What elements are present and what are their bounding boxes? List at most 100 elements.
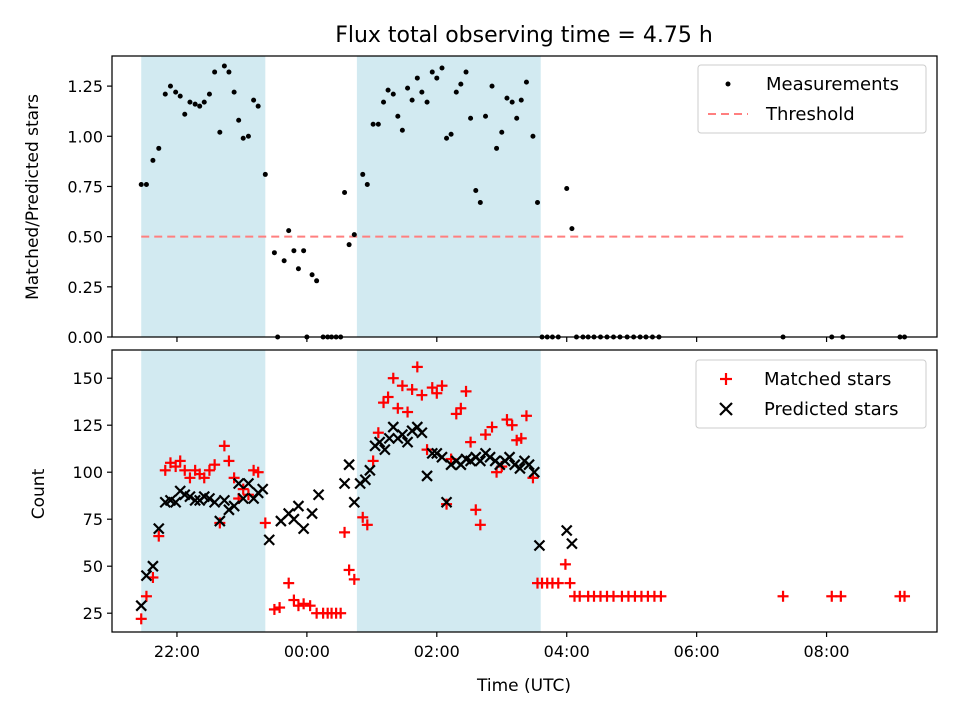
predicted-point bbox=[312, 488, 325, 501]
predicted-point bbox=[189, 494, 201, 507]
measurement-point bbox=[429, 69, 435, 75]
predicted-point bbox=[364, 464, 376, 477]
measurement-point bbox=[206, 91, 212, 97]
measurement-point bbox=[342, 189, 348, 195]
matched-point bbox=[268, 603, 280, 615]
matched-point bbox=[777, 590, 789, 602]
measurement-point bbox=[143, 181, 149, 187]
measurement-point bbox=[448, 131, 454, 137]
matched-point bbox=[179, 464, 191, 476]
y-tick-label: 0.25 bbox=[67, 278, 103, 297]
predicted-point bbox=[214, 515, 226, 527]
top-legend: Measurements Threshold bbox=[697, 64, 927, 134]
measurement-point bbox=[301, 248, 307, 254]
measurement-point bbox=[530, 133, 536, 139]
measurement-point bbox=[162, 91, 168, 97]
matched-point bbox=[357, 511, 369, 523]
measurement-point bbox=[226, 69, 232, 75]
matched-point bbox=[288, 594, 300, 606]
y-tick-label: 1.25 bbox=[67, 77, 103, 96]
y-tick-label: 100 bbox=[72, 463, 103, 482]
predicted-point bbox=[348, 496, 361, 509]
predicted-point bbox=[263, 534, 275, 546]
matched-point bbox=[228, 472, 240, 484]
measurement-point bbox=[240, 135, 246, 141]
bottom-legend-frame bbox=[695, 359, 927, 429]
measurement-point bbox=[364, 181, 370, 187]
legend-predicted-marker bbox=[719, 402, 733, 416]
bottom-y-axis-label: Count bbox=[29, 468, 49, 519]
predicted-point bbox=[421, 470, 433, 482]
measurement-point bbox=[434, 75, 440, 81]
matched-point bbox=[506, 419, 518, 431]
top-legend-frame bbox=[697, 64, 927, 134]
matched-point bbox=[465, 436, 477, 448]
y-tick-label: 75 bbox=[83, 510, 103, 529]
matched-point bbox=[835, 590, 847, 602]
y-tick-label: 0.75 bbox=[67, 177, 103, 196]
matched-point bbox=[304, 600, 316, 612]
predicted-point bbox=[474, 455, 487, 467]
measurement-point bbox=[483, 113, 489, 119]
predicted-point bbox=[208, 496, 221, 509]
matched-point bbox=[237, 483, 249, 495]
y-tick-label: 0.00 bbox=[67, 328, 103, 347]
predicted-point bbox=[218, 494, 231, 507]
legend-measurements-label: Measurements bbox=[766, 74, 899, 95]
legend-measurement-dot bbox=[725, 81, 731, 87]
matched-point bbox=[198, 472, 210, 484]
x-axis-label: Time (UTC) bbox=[476, 676, 571, 696]
measurement-point bbox=[150, 157, 156, 163]
y-tick-label: 50 bbox=[83, 557, 103, 576]
predicted-point bbox=[338, 477, 351, 490]
x-tick-label: 02:00 bbox=[414, 642, 460, 661]
measurement-point bbox=[509, 99, 515, 105]
measurement-point bbox=[314, 278, 320, 284]
matched-point bbox=[392, 402, 404, 414]
measurement-point bbox=[494, 145, 500, 151]
predicted-point bbox=[387, 421, 400, 433]
measurement-point bbox=[212, 69, 218, 75]
matched-point bbox=[396, 380, 408, 392]
measurement-point bbox=[262, 171, 268, 177]
matched-point bbox=[402, 406, 414, 418]
y-tick-label: 1.00 bbox=[67, 127, 103, 146]
top-shaded-bands bbox=[141, 56, 541, 337]
measurement-point bbox=[182, 111, 188, 117]
shaded-band bbox=[356, 350, 541, 632]
shaded-band bbox=[141, 350, 266, 632]
predicted-point bbox=[396, 428, 409, 441]
matched-point bbox=[426, 382, 438, 394]
x-tick-label: 22:00 bbox=[154, 642, 200, 661]
measurement-point bbox=[187, 99, 193, 105]
predicted-point bbox=[292, 500, 305, 512]
measurement-point bbox=[138, 181, 144, 187]
matched-point bbox=[218, 440, 230, 452]
predicted-point bbox=[288, 513, 300, 525]
predicted-point bbox=[228, 500, 240, 512]
x-tick-label: 06:00 bbox=[674, 642, 720, 661]
measurement-point bbox=[569, 226, 575, 232]
matched-point bbox=[387, 372, 399, 384]
predicted-point bbox=[297, 522, 310, 535]
measurement-point bbox=[504, 95, 510, 101]
measurement-point bbox=[405, 85, 411, 91]
measurement-point bbox=[370, 121, 376, 127]
predicted-point bbox=[232, 477, 245, 490]
matched-point bbox=[174, 455, 186, 467]
x-tick-label: 08:00 bbox=[804, 642, 850, 661]
top-xticks bbox=[176, 337, 828, 342]
matched-point bbox=[450, 408, 462, 420]
measurement-point bbox=[564, 185, 570, 191]
measurement-point bbox=[177, 93, 183, 99]
measurement-point bbox=[499, 129, 505, 135]
measurement-point bbox=[291, 248, 297, 254]
measurement-point bbox=[385, 87, 391, 93]
matched-point bbox=[348, 573, 360, 585]
matched-point bbox=[372, 427, 384, 439]
matched-point bbox=[203, 464, 215, 476]
shaded-band bbox=[356, 56, 541, 337]
measurement-point bbox=[424, 99, 430, 105]
predicted-point bbox=[523, 458, 535, 471]
